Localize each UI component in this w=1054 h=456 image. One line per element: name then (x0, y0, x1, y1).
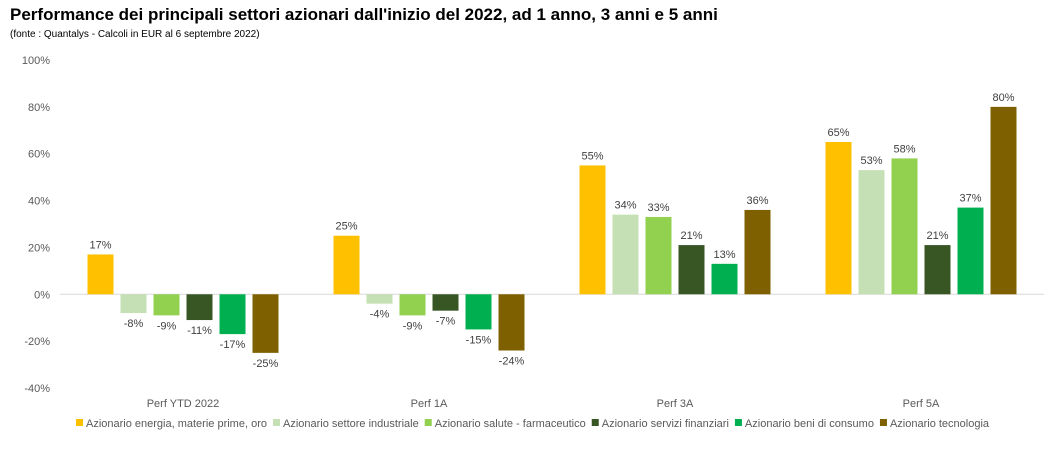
x-axis: Perf YTD 2022 Perf 1A Perf 3A Perf 5A (147, 398, 940, 410)
data-label: -24% (499, 356, 525, 368)
bar (120, 294, 147, 314)
bar (432, 294, 459, 311)
bar (366, 294, 393, 304)
x-category-label: Perf YTD 2022 (147, 398, 220, 410)
legend-swatch (424, 419, 432, 426)
bar (957, 207, 984, 295)
data-label: 53% (860, 155, 882, 167)
legend-swatch (272, 419, 280, 426)
legend-label: Azionario settore industriale (283, 418, 419, 430)
legend-swatch (879, 419, 887, 426)
bar (858, 170, 885, 295)
data-label: 65% (827, 127, 849, 139)
data-label: -8% (124, 318, 144, 330)
bar (465, 294, 492, 330)
bar (825, 142, 852, 295)
data-label: 55% (581, 150, 603, 162)
x-category-label: Perf 5A (903, 398, 940, 410)
bar (744, 209, 771, 295)
y-tick-label: -20% (24, 336, 50, 348)
data-label: -4% (370, 309, 390, 321)
data-label: -9% (157, 320, 177, 332)
legend-label: Azionario beni di consumo (745, 418, 874, 430)
legend-swatch (591, 419, 599, 426)
legend: Azionario energia, materie prime, oro Azi… (76, 418, 990, 430)
bar (924, 245, 951, 295)
data-label: 37% (959, 193, 981, 205)
data-label: 80% (992, 92, 1014, 104)
bar (399, 294, 426, 316)
bar (252, 294, 279, 353)
data-label: -17% (220, 339, 246, 351)
bar (186, 294, 213, 321)
y-tick-label: 0% (34, 289, 50, 301)
bar (333, 235, 360, 295)
y-tick-label: 100% (22, 55, 50, 67)
data-label: 34% (614, 200, 636, 212)
data-label: 13% (713, 249, 735, 261)
x-category-label: Perf 3A (657, 398, 694, 410)
legend-label: Azionario servizi finanziari (602, 418, 729, 430)
y-tick-label: 40% (28, 196, 50, 208)
data-label: 21% (926, 230, 948, 242)
chart-subtitle: (fonte : Quantalys - Calcoli in EUR al 6… (10, 29, 260, 40)
y-tick-label: -40% (24, 383, 50, 395)
data-label: 25% (335, 221, 357, 233)
bar (87, 254, 114, 295)
data-label: -15% (466, 334, 492, 346)
bar (498, 294, 525, 351)
bar-series: 17% -8% -9% -11% -17% -25% 25% -4% -9% -7% -15% -24… (87, 92, 1017, 370)
legend-swatch (76, 419, 83, 426)
y-axis: -40% -20% 0% 20% 40% 60% 80% 100% (22, 55, 1044, 395)
y-tick-label: 80% (28, 102, 50, 114)
bar (612, 214, 639, 295)
data-label: 58% (893, 143, 915, 155)
data-label: -7% (436, 316, 456, 328)
bar (153, 294, 180, 316)
y-tick-label: 60% (28, 149, 50, 161)
bar (891, 158, 918, 295)
bar (579, 165, 606, 295)
data-label: -25% (253, 358, 279, 370)
legend-swatch (734, 419, 742, 426)
legend-label: Azionario salute - farmaceutico (435, 418, 586, 430)
data-label: -9% (403, 320, 423, 332)
bar (711, 263, 738, 295)
bar (645, 216, 672, 295)
bar (219, 294, 246, 335)
bar (990, 106, 1017, 295)
legend-label: Azionario energia, materie prime, oro (86, 418, 267, 430)
data-label: 36% (746, 195, 768, 207)
legend-label: Azionario tecnologia (890, 418, 990, 430)
chart-title: Performance dei principali settori azion… (10, 5, 718, 24)
bar (678, 245, 705, 295)
data-label: 21% (680, 230, 702, 242)
data-label: 33% (647, 202, 669, 214)
x-category-label: Perf 1A (411, 398, 448, 410)
data-label: 17% (89, 239, 111, 251)
y-tick-label: 20% (28, 242, 50, 254)
data-label: -11% (187, 325, 212, 337)
